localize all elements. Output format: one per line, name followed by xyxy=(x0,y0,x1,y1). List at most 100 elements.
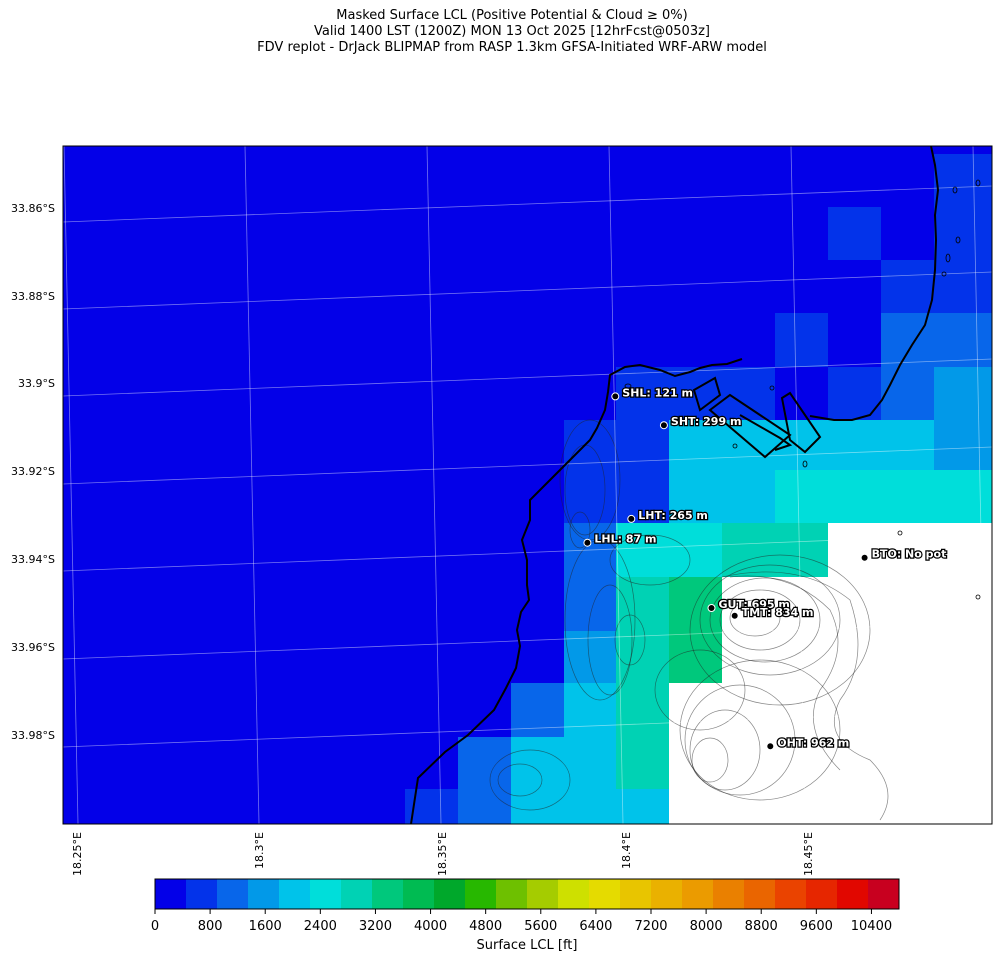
colorbar-tick-label: 800 xyxy=(198,919,223,934)
lon-label: 18.4°E xyxy=(620,832,633,869)
site-marker xyxy=(583,538,592,547)
lcl-cell xyxy=(934,367,992,420)
colorbar-segment xyxy=(341,879,373,909)
colorbar-segment xyxy=(713,879,745,909)
lcl-cell xyxy=(564,631,616,683)
graticule xyxy=(63,146,992,824)
lcl-cell xyxy=(616,577,669,631)
colorbar-segment xyxy=(465,879,497,909)
colorbar-segment xyxy=(279,879,311,909)
lcl-cell xyxy=(616,523,722,577)
lon-label: 18.3°E xyxy=(253,832,266,869)
colorbar-segment xyxy=(868,879,900,909)
colorbar-tick-label: 3200 xyxy=(359,919,392,934)
lon-label: 18.25°E xyxy=(71,832,84,876)
colorbar-tick-label: 2400 xyxy=(304,919,337,934)
lcl-cell-masked xyxy=(669,683,722,824)
site-label: TMT: 834 m xyxy=(742,606,814,619)
site-label: GUT: 695 m xyxy=(719,598,790,611)
lcl-cell xyxy=(669,631,722,683)
site-marker xyxy=(627,514,636,523)
lcl-grid-cells xyxy=(405,154,992,824)
colorbar-segment xyxy=(558,879,590,909)
site-marker xyxy=(860,553,869,562)
colorbar-segment xyxy=(651,879,683,909)
lcl-cell xyxy=(722,523,828,577)
lat-label: 33.9°S xyxy=(18,377,55,390)
latitude-labels: 33.86°S 33.88°S 33.9°S 33.92°S 33.94°S 3… xyxy=(11,202,55,742)
harbour-outlines xyxy=(692,376,822,459)
colorbar-segment xyxy=(217,879,249,909)
colorbar-segment xyxy=(682,879,714,909)
lcl-cell xyxy=(775,313,828,367)
colorbar-segment xyxy=(620,879,652,909)
site-marker xyxy=(766,742,775,751)
colorbar-tick-label: 9600 xyxy=(800,919,833,934)
colorbar-tick-label: 4000 xyxy=(414,919,447,934)
lcl-cell xyxy=(881,260,934,313)
colorbar-tick-label: 10400 xyxy=(851,919,892,934)
lat-label: 33.88°S xyxy=(11,290,55,303)
site-label: LHT: 265 m xyxy=(638,509,708,522)
site-marker xyxy=(707,604,716,612)
lon-label: 18.45°E xyxy=(802,832,815,876)
lcl-cell xyxy=(564,420,669,470)
lcl-cell xyxy=(934,313,992,367)
colorbar-segment xyxy=(310,879,342,909)
colorbar-segment xyxy=(434,879,466,909)
colorbar xyxy=(155,879,900,909)
site-marker xyxy=(611,392,620,401)
longitude-labels: 18.25°E 18.3°E 18.35°E 18.4°E 18.45°E xyxy=(71,832,815,876)
lcl-cell xyxy=(775,470,992,523)
site-label: LHL: 87 m xyxy=(594,533,656,546)
lcl-cell xyxy=(564,683,616,737)
terrain-contours xyxy=(489,419,889,821)
site-marker xyxy=(730,611,739,620)
lon-label: 18.35°E xyxy=(436,832,449,876)
colorbar-segment xyxy=(372,879,404,909)
lat-label: 33.92°S xyxy=(11,465,55,478)
lcl-cell xyxy=(458,789,511,824)
lcl-cell xyxy=(511,789,669,824)
colorbar-segment xyxy=(186,879,218,909)
small-features xyxy=(624,179,981,600)
colorbar-segment xyxy=(806,879,838,909)
site-markers: SHL: 121 m SHT: 299 m LHT: 265 m LHL: 87 m B… xyxy=(583,385,948,751)
colorbar-segment xyxy=(248,879,280,909)
lcl-cell xyxy=(669,420,934,470)
lcl-cell xyxy=(934,260,992,313)
chart-title: Masked Surface LCL (Positive Potential &… xyxy=(0,8,1001,56)
lcl-cell xyxy=(564,470,669,523)
colorbar-segment xyxy=(527,879,559,909)
title-line-2: Valid 1400 LST (1200Z) MON 13 Oct 2025 [… xyxy=(314,24,710,39)
lcl-cell xyxy=(934,154,992,208)
colorbar-segment xyxy=(589,879,621,909)
colorbar-tick-label: 5600 xyxy=(524,919,557,934)
lcl-cell-masked xyxy=(722,577,992,824)
lcl-cell xyxy=(828,207,881,260)
lcl-cell xyxy=(511,683,564,737)
lat-label: 33.86°S xyxy=(11,202,55,215)
title-line-1: Masked Surface LCL (Positive Potential &… xyxy=(336,8,688,23)
lcl-cell xyxy=(934,420,992,470)
lcl-cell xyxy=(616,683,669,737)
colorbar-tick-label: 1600 xyxy=(249,919,282,934)
colorbar-label: Surface LCL [ft] xyxy=(477,938,578,953)
lcl-cell xyxy=(881,367,934,420)
coastline-east xyxy=(809,146,940,421)
colorbar-tick-label: 6400 xyxy=(579,919,612,934)
plot-frame xyxy=(62,145,993,825)
coastline xyxy=(410,358,743,824)
site-marker xyxy=(659,421,668,430)
colorbar-tick-label: 8800 xyxy=(745,919,778,934)
lcl-cell xyxy=(616,737,669,789)
lat-label: 33.98°S xyxy=(11,729,55,742)
lcl-cell xyxy=(669,470,775,523)
lcl-cell xyxy=(564,577,616,631)
colorbar-segment xyxy=(155,879,187,909)
colorbar-ticks: 0 800 1600 2400 3200 4000 4800 5600 6400 7200 8000… xyxy=(151,909,892,934)
colorbar-segment xyxy=(403,879,435,909)
colorbar-segment xyxy=(775,879,807,909)
lcl-cell xyxy=(616,631,669,683)
